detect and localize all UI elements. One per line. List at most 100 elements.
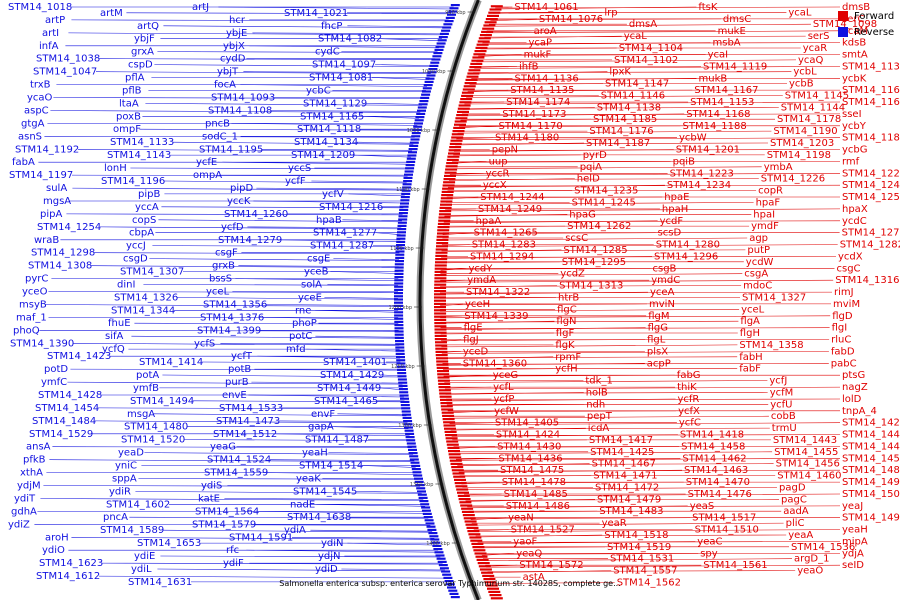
gene-label[interactable]: STM14_1339 — [464, 311, 528, 322]
gene-label[interactable]: ycfF — [285, 176, 306, 187]
gene-label[interactable]: smtA — [842, 50, 868, 61]
gene-label[interactable]: ydiO — [42, 545, 65, 556]
gene-label[interactable]: pncB — [205, 118, 230, 129]
gene-label[interactable]: yaoF — [513, 537, 537, 548]
gene-label[interactable]: STM14_1533 — [219, 403, 283, 414]
gene-label[interactable]: yeaR — [602, 518, 627, 529]
gene-label[interactable]: kdsB — [842, 38, 866, 49]
gene-label[interactable]: STM14_1093 — [211, 93, 275, 104]
gene-label[interactable]: hpaF — [756, 197, 781, 208]
gene-label[interactable]: STM14_1424 — [496, 430, 560, 441]
gene-label[interactable]: STM14_1429 — [320, 370, 384, 381]
gene-label[interactable]: flgA — [740, 316, 760, 327]
gene-label[interactable]: yceL — [206, 287, 230, 298]
gene-label[interactable]: lonH — [104, 163, 127, 174]
gene-label[interactable]: hpaG — [569, 209, 596, 220]
gene-label[interactable]: STM14_1602 — [106, 499, 170, 510]
gene-label[interactable]: STM14_1478 — [502, 477, 566, 488]
gene-label[interactable]: gtgA — [21, 118, 45, 129]
gene-label[interactable]: phoQ — [13, 325, 40, 336]
gene-label[interactable]: artP — [45, 15, 65, 26]
gene-label[interactable]: ansA — [26, 442, 51, 453]
gene-label[interactable]: STM14_1227 — [842, 168, 900, 179]
gene-label[interactable]: rimJ — [834, 287, 854, 298]
gene-label[interactable]: STM14_1180 — [495, 133, 559, 144]
gene-label[interactable]: mviN — [649, 299, 675, 310]
gene-label[interactable]: thiK — [677, 382, 697, 393]
gene-label[interactable]: dmsA — [629, 19, 657, 30]
gene-label[interactable]: STM14_1591 — [229, 532, 293, 543]
gene-label[interactable]: STM14_1308 — [28, 261, 92, 272]
gene-label[interactable]: potB — [228, 364, 251, 375]
gene-label[interactable]: trmU — [772, 423, 797, 434]
gene-label[interactable]: sodC_1 — [202, 131, 238, 142]
gene-label[interactable]: STM14_1425 — [590, 447, 654, 458]
gene-label[interactable]: STM14_1440 — [842, 430, 900, 441]
gene-label[interactable]: sseI — [842, 109, 862, 120]
gene-label[interactable]: STM14_1167 — [694, 85, 758, 96]
gene-label[interactable]: STM14_1018 — [8, 2, 72, 13]
gene-label[interactable]: yeaQ — [516, 548, 542, 559]
gene-label[interactable]: STM14_1153 — [690, 97, 754, 108]
gene-label[interactable]: STM14_1495 — [842, 477, 900, 488]
gene-label[interactable]: scsC — [565, 233, 588, 244]
gene-label[interactable]: STM14_1134 — [294, 137, 358, 148]
gene-label[interactable]: tnpA_4 — [842, 406, 877, 417]
gene-label[interactable]: STM14_1326 — [114, 292, 178, 303]
gene-label[interactable]: yniC — [115, 461, 137, 472]
gene-label[interactable]: ycfX — [678, 406, 700, 417]
gene-label[interactable]: STM14_1472 — [595, 482, 659, 493]
gene-label[interactable]: STM14_1487 — [305, 435, 369, 446]
gene-label[interactable]: STM14_1097 — [312, 60, 376, 71]
gene-label[interactable]: helD — [577, 174, 600, 185]
gene-label[interactable]: rluC — [831, 335, 851, 346]
gene-label[interactable]: csgD — [123, 254, 148, 265]
gene-label[interactable]: STM14_1455 — [774, 447, 838, 458]
gene-label[interactable]: infA — [39, 41, 59, 52]
gene-label[interactable]: STM14_1456 — [776, 459, 840, 470]
gene-label[interactable]: STM14_1216 — [319, 202, 383, 213]
gene-label[interactable]: STM14_1405 — [495, 418, 559, 429]
gene-label[interactable]: fabA — [12, 157, 35, 168]
gene-label[interactable]: yceD — [463, 346, 489, 357]
gene-label[interactable]: ydiA — [284, 525, 306, 536]
gene-label[interactable]: flgI — [832, 323, 848, 334]
gene-label[interactable]: STM14_1133 — [110, 137, 174, 148]
gene-label[interactable]: msgA — [127, 409, 155, 420]
gene-label[interactable]: yceE — [298, 292, 322, 303]
gene-label[interactable]: STM14_1197 — [9, 170, 73, 181]
gene-label[interactable]: artJ — [192, 2, 209, 13]
gene-label[interactable]: STM14_1190 — [773, 126, 837, 137]
gene-label[interactable]: fabF — [739, 364, 761, 375]
gene-label[interactable]: flgL — [647, 335, 666, 346]
gene-label[interactable]: STM14_1285 — [563, 245, 627, 256]
gene-label[interactable]: STM14_1436 — [498, 453, 562, 464]
gene-label[interactable]: seID — [842, 560, 864, 571]
gene-label[interactable]: STM14_1482 — [842, 465, 900, 476]
gene-label[interactable]: yeaD — [118, 448, 144, 459]
gene-label[interactable]: ydjM — [17, 481, 41, 492]
gene-label[interactable]: aspC — [24, 106, 49, 117]
gene-label[interactable]: STM14_1260 — [224, 209, 288, 220]
gene-label[interactable]: STM14_1163 — [842, 97, 900, 108]
gene-label[interactable]: yeaK — [296, 473, 321, 484]
gene-label[interactable]: STM14_1081 — [309, 73, 373, 84]
gene-label[interactable]: ymfB — [133, 383, 159, 394]
gene-label[interactable]: hpaB — [316, 215, 342, 226]
gene-label[interactable]: xthA — [20, 468, 43, 479]
gene-label[interactable]: ymdA — [467, 275, 496, 286]
gene-label[interactable]: yeaC — [697, 537, 722, 548]
gene-label[interactable]: flgC — [557, 304, 577, 315]
gene-label[interactable]: STM14_1313 — [559, 281, 623, 292]
gene-label[interactable]: ycdF — [660, 216, 684, 227]
gene-label[interactable]: ycaP — [529, 38, 553, 49]
gene-label[interactable]: ycfU — [770, 399, 792, 410]
gene-label[interactable]: dinI — [117, 279, 135, 290]
gene-label[interactable]: focA — [214, 80, 236, 91]
gene-label[interactable]: ycfD — [221, 222, 244, 233]
gene-label[interactable]: yccS — [288, 163, 311, 174]
gene-label[interactable]: yeaS — [690, 501, 715, 512]
gene-label[interactable]: STM14_1234 — [667, 180, 731, 191]
legend-forward[interactable]: Forward — [838, 8, 894, 24]
gene-label[interactable]: STM14_1259 — [842, 192, 900, 203]
